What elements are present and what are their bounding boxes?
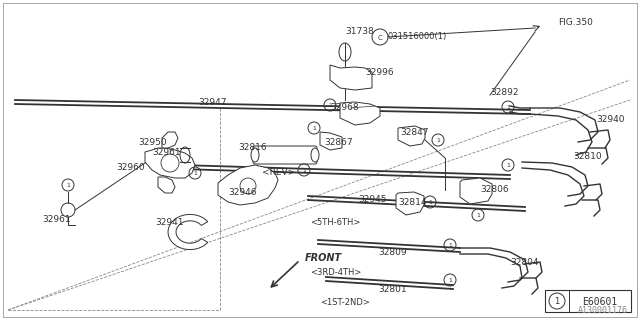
Text: 32946: 32946 (228, 188, 257, 197)
Text: 1: 1 (476, 213, 480, 218)
Text: 1: 1 (312, 126, 316, 131)
Polygon shape (145, 148, 195, 178)
Text: 32816: 32816 (238, 143, 267, 152)
Polygon shape (168, 214, 208, 250)
Text: 32809: 32809 (378, 248, 406, 257)
Polygon shape (158, 177, 175, 193)
Polygon shape (460, 178, 492, 204)
Text: C: C (378, 35, 382, 41)
Text: 32996: 32996 (365, 68, 394, 77)
Text: 32947: 32947 (198, 98, 227, 107)
Text: 32847: 32847 (400, 128, 429, 137)
FancyBboxPatch shape (253, 146, 317, 164)
Text: FRONT: FRONT (305, 253, 342, 263)
Text: 1: 1 (436, 138, 440, 143)
Polygon shape (340, 102, 380, 125)
Text: 1: 1 (448, 278, 452, 283)
Text: 31738: 31738 (345, 27, 374, 36)
Text: 32940: 32940 (596, 115, 625, 124)
Text: 1: 1 (302, 168, 306, 173)
Text: 1: 1 (506, 163, 510, 168)
Text: 32961: 32961 (42, 215, 70, 224)
Text: 1: 1 (428, 200, 432, 205)
Polygon shape (320, 132, 342, 150)
Text: 1: 1 (448, 243, 452, 248)
Text: <3RD-4TH>: <3RD-4TH> (310, 268, 362, 277)
Text: 1: 1 (554, 298, 559, 307)
Text: 1: 1 (506, 105, 510, 110)
Text: <5TH-6TH>: <5TH-6TH> (310, 218, 360, 227)
Text: 32892: 32892 (490, 88, 518, 97)
Text: 1: 1 (328, 103, 332, 108)
Ellipse shape (251, 148, 259, 162)
Text: 32961: 32961 (152, 148, 180, 157)
Text: A130001176: A130001176 (578, 306, 628, 315)
Polygon shape (396, 192, 424, 215)
Text: FIG.350: FIG.350 (558, 18, 593, 27)
Text: 32945: 32945 (358, 195, 387, 204)
Text: 031516000(1): 031516000(1) (388, 32, 447, 41)
Text: 32960: 32960 (116, 163, 145, 172)
Text: 1: 1 (193, 171, 197, 176)
Text: 32968: 32968 (330, 103, 358, 112)
Text: E60601: E60601 (582, 297, 618, 307)
Ellipse shape (311, 148, 319, 162)
Text: 1: 1 (66, 183, 70, 188)
Text: 32814: 32814 (398, 198, 426, 207)
Text: 32810: 32810 (573, 152, 602, 161)
Polygon shape (162, 132, 178, 148)
Bar (545, 290, 631, 312)
Polygon shape (218, 165, 278, 205)
Text: 32950: 32950 (138, 138, 166, 147)
Text: <REV>: <REV> (262, 168, 295, 177)
Text: 32806: 32806 (480, 185, 509, 194)
Polygon shape (330, 65, 372, 90)
Text: <1ST-2ND>: <1ST-2ND> (320, 298, 370, 307)
Text: 32804: 32804 (510, 258, 538, 267)
Text: 32801: 32801 (378, 285, 406, 294)
Text: 32867: 32867 (324, 138, 353, 147)
Polygon shape (398, 126, 425, 146)
Text: 32941: 32941 (155, 218, 184, 227)
